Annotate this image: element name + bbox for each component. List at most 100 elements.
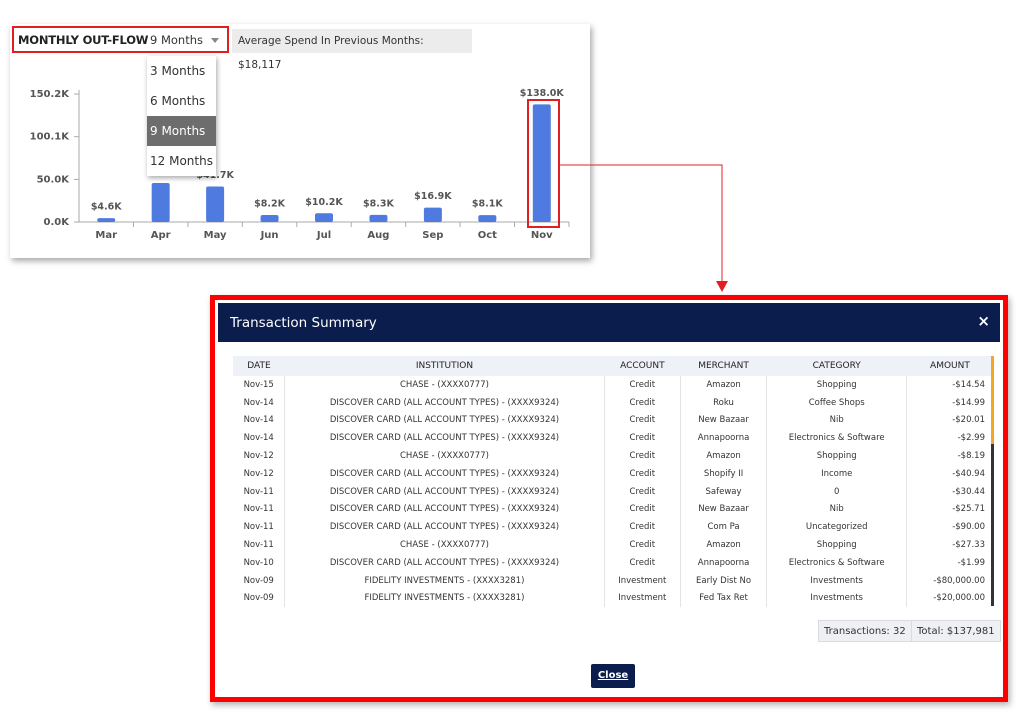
table-cell: -$90.00 bbox=[906, 518, 993, 537]
table-row[interactable]: Nov-15 CHASE - (XXXX0777) Credit Amazon Shop… bbox=[233, 376, 993, 394]
table-cell: Nov-14 bbox=[243, 397, 274, 408]
close-button[interactable]: Close bbox=[591, 664, 635, 688]
table-cell: Amazon bbox=[680, 447, 767, 465]
table-row[interactable]: Nov-12 CHASE - (XXXX0777) Credit Amazon Shop… bbox=[233, 447, 993, 465]
bar bbox=[206, 186, 225, 222]
scrollbar[interactable] bbox=[991, 356, 994, 444]
table-cell: Shopping bbox=[765, 447, 907, 465]
modal-title: Transaction Summary bbox=[230, 315, 377, 331]
table-cell: CHASE - (XXXX0777) bbox=[284, 536, 605, 554]
x-tick-label: Sep bbox=[422, 230, 443, 241]
average-value: $18,117 bbox=[238, 59, 282, 71]
table-cell: Nov-14 bbox=[243, 415, 274, 426]
table-cell: Investment bbox=[603, 589, 681, 608]
y-tick-label: 150.2K bbox=[30, 89, 71, 100]
table-row[interactable]: Nov-11 DISCOVER CARD (ALL ACCOUNT TYPES) … bbox=[233, 518, 993, 537]
table-cell: -$25.71 bbox=[906, 500, 993, 519]
table-cell: DISCOVER CARD (ALL ACCOUNT TYPES) - (XXX… bbox=[284, 482, 605, 501]
dropdown: 3 Months 6 Months 9 Months 12 Months bbox=[147, 56, 216, 176]
table-row[interactable]: Nov-14 DISCOVER CARD (ALL ACCOUNT TYPES) … bbox=[233, 393, 993, 412]
table-row[interactable]: Nov-11 DISCOVER CARD (ALL ACCOUNT TYPES) … bbox=[233, 482, 993, 501]
header-box[interactable]: MONTHLY OUT-FLOW 9 Months bbox=[12, 26, 229, 53]
table-cell: DISCOVER CARD (ALL ACCOUNT TYPES) - (XXX… bbox=[284, 464, 605, 483]
dropdown-option[interactable]: 6 Months bbox=[150, 94, 206, 108]
y-tick-label: 100.1K bbox=[30, 132, 71, 143]
table-row[interactable]: Nov-14 DISCOVER CARD (ALL ACCOUNT TYPES) … bbox=[233, 411, 993, 430]
table-cell: DISCOVER CARD (ALL ACCOUNT TYPES) - (XXX… bbox=[284, 553, 605, 572]
x-tick-label: Jul bbox=[316, 230, 331, 241]
x-tick-label: Nov bbox=[531, 230, 553, 241]
table-cell: Investments bbox=[765, 589, 907, 608]
table-cell: Nov-11 bbox=[243, 486, 274, 497]
table-cell: Shopping bbox=[765, 536, 907, 554]
table-cell: Credit bbox=[603, 536, 681, 554]
table-cell: Credit bbox=[603, 464, 681, 483]
table-cell: -$20.01 bbox=[906, 411, 993, 430]
table-cell: DISCOVER CARD (ALL ACCOUNT TYPES) - (XXX… bbox=[284, 411, 605, 430]
average-box: Average Spend In Previous Months: $18,11… bbox=[232, 29, 472, 71]
table-cell: Credit bbox=[603, 393, 681, 412]
table-row[interactable]: Nov-09 FIDELITY INVESTMENTS - (XXXX3281) I… bbox=[233, 571, 993, 590]
table-cell: New Bazaar bbox=[680, 411, 767, 430]
table-cell: Credit bbox=[603, 518, 681, 537]
table-cell: Credit bbox=[603, 429, 681, 448]
x-tick-label: Aug bbox=[367, 230, 389, 241]
table-cell: Credit bbox=[603, 411, 681, 430]
x-tick-label: Mar bbox=[95, 230, 117, 241]
connector-arrow bbox=[716, 281, 728, 292]
table-row[interactable]: Nov-10 DISCOVER CARD (ALL ACCOUNT TYPES) … bbox=[233, 553, 993, 572]
modal-header: Transaction Summary × bbox=[218, 303, 1000, 342]
table-cell: Amazon bbox=[680, 536, 767, 554]
column-header: DATE bbox=[233, 356, 285, 376]
table-cell: Annapoorna bbox=[680, 429, 767, 448]
modal: Transaction Summary × DATE INSTITUTION ACC… bbox=[210, 295, 1008, 702]
table-cell: Credit bbox=[603, 376, 681, 394]
table-cell: Electronics & Software bbox=[765, 429, 907, 448]
value-label: $16.9K bbox=[414, 191, 452, 202]
period-select[interactable]: 9 Months bbox=[150, 33, 204, 47]
table-cell: Fed Tax Ret bbox=[680, 589, 767, 608]
table-cell: Electronics & Software bbox=[765, 553, 907, 572]
column-header: MERCHANT bbox=[680, 356, 767, 376]
x-tick-label: Oct bbox=[478, 230, 497, 241]
caret bbox=[211, 38, 219, 43]
plot: 0.0K50.0K100.1K150.2KMar$4.6KAprMay$41.7… bbox=[30, 88, 570, 241]
table-cell: -$30.44 bbox=[906, 482, 993, 501]
value-label: $4.6K bbox=[91, 202, 122, 213]
y-tick-label: 50.0K bbox=[37, 174, 71, 185]
bar bbox=[97, 218, 116, 222]
table-cell: DISCOVER CARD (ALL ACCOUNT TYPES) - (XXX… bbox=[284, 500, 605, 519]
table-cell: Credit bbox=[603, 553, 681, 572]
table-row[interactable]: Nov-12 DISCOVER CARD (ALL ACCOUNT TYPES) … bbox=[233, 464, 993, 483]
table-cell: Credit bbox=[603, 500, 681, 519]
table-cell: Nov-10 bbox=[243, 557, 274, 568]
table-cell: Shopping bbox=[765, 376, 907, 394]
table-row[interactable]: Nov-11 DISCOVER CARD (ALL ACCOUNT TYPES) … bbox=[233, 500, 993, 519]
table-cell: -$14.99 bbox=[906, 393, 993, 412]
table-row[interactable]: Nov-11 CHASE - (XXXX0777) Credit Amazon Shop… bbox=[233, 536, 993, 554]
table-cell: 0 bbox=[765, 482, 907, 501]
table-row[interactable]: Nov-09 FIDELITY INVESTMENTS - (XXXX3281) I… bbox=[233, 589, 993, 608]
table-cell: Nib bbox=[765, 411, 907, 430]
table-cell: Safeway bbox=[680, 482, 767, 501]
header-title: MONTHLY OUT-FLOW bbox=[18, 33, 149, 47]
dropdown-option[interactable]: 3 Months bbox=[150, 64, 206, 78]
average-label: Average Spend In Previous Months: bbox=[238, 35, 424, 47]
value-label: $8.1K bbox=[472, 199, 503, 210]
table-cell: Roku bbox=[680, 393, 767, 412]
table-cell: Credit bbox=[603, 482, 681, 501]
bar bbox=[151, 182, 170, 222]
close-icon[interactable]: × bbox=[977, 312, 990, 330]
value-label: $8.2K bbox=[254, 199, 285, 210]
transactions-badge: Transactions: 32 bbox=[818, 620, 912, 642]
table-cell: DISCOVER CARD (ALL ACCOUNT TYPES) - (XXX… bbox=[284, 518, 605, 537]
table-cell: -$2.99 bbox=[906, 429, 993, 448]
table-cell: Nov-14 bbox=[243, 433, 274, 444]
column-header: INSTITUTION bbox=[284, 356, 605, 376]
dropdown-option[interactable]: 9 Months bbox=[147, 116, 216, 146]
table-cell: FIDELITY INVESTMENTS - (XXXX3281) bbox=[284, 571, 605, 590]
dropdown-option[interactable]: 12 Months bbox=[150, 154, 213, 168]
table-cell: Coffee Shops bbox=[765, 393, 907, 412]
table-row[interactable]: Nov-14 DISCOVER CARD (ALL ACCOUNT TYPES) … bbox=[233, 429, 993, 448]
